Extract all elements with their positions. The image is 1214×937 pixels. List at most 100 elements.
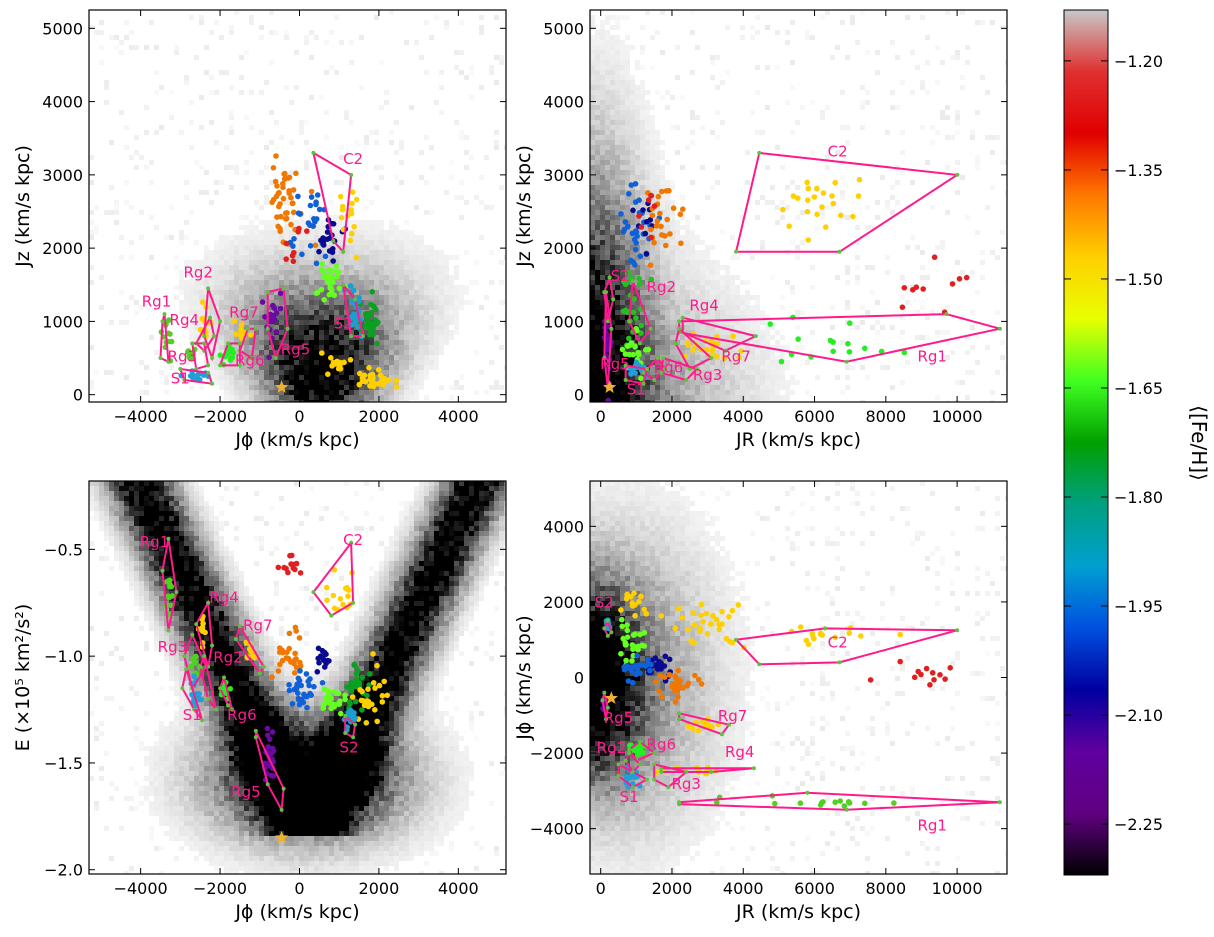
hist-cell bbox=[660, 240, 665, 245]
hist-cell bbox=[735, 290, 740, 295]
hist-cell bbox=[249, 295, 254, 300]
hist-cell bbox=[650, 350, 655, 355]
hist-cell bbox=[269, 30, 274, 35]
hist-cell bbox=[309, 340, 314, 345]
hist-cell bbox=[695, 375, 700, 380]
hist-cell bbox=[680, 395, 685, 400]
hist-cell bbox=[294, 355, 299, 360]
hist-cell bbox=[454, 320, 459, 325]
y-tick-label: 5000 bbox=[42, 19, 83, 38]
hist-cell bbox=[299, 350, 304, 355]
data-point bbox=[337, 193, 344, 200]
hist-cell bbox=[735, 345, 740, 350]
data-point bbox=[622, 219, 629, 225]
hist-cell bbox=[745, 315, 750, 320]
hist-cell bbox=[264, 285, 269, 290]
hist-cell bbox=[760, 400, 765, 402]
hist-cell bbox=[985, 345, 990, 350]
hist-cell bbox=[680, 245, 685, 250]
hist-cell bbox=[820, 115, 825, 120]
hist-cell bbox=[665, 295, 670, 300]
hist-cell bbox=[640, 85, 645, 90]
hist-cell bbox=[610, 100, 615, 105]
hist-cell bbox=[454, 325, 459, 330]
hist-cell bbox=[625, 275, 630, 280]
hist-cell bbox=[294, 275, 299, 280]
hist-cell bbox=[735, 375, 740, 380]
hist-cell bbox=[615, 265, 620, 270]
hist-cell bbox=[204, 170, 209, 175]
hist-cell bbox=[339, 245, 344, 250]
hist-cell bbox=[214, 360, 219, 365]
hist-cell bbox=[650, 140, 655, 145]
hist-cell bbox=[454, 120, 459, 125]
hist-cell bbox=[204, 45, 209, 50]
hist-cell bbox=[369, 230, 374, 235]
hist-cell bbox=[620, 340, 625, 345]
hist-cell bbox=[384, 395, 389, 400]
data-point bbox=[640, 207, 646, 213]
hist-cell bbox=[279, 255, 284, 260]
hist-cell bbox=[590, 155, 595, 160]
hist-cell bbox=[715, 370, 720, 375]
hist-cell bbox=[454, 330, 459, 335]
hist-cell bbox=[144, 365, 149, 370]
hist-cell bbox=[259, 365, 264, 370]
hist-cell bbox=[630, 250, 635, 255]
hist-cell bbox=[244, 310, 249, 315]
hist-cell bbox=[434, 280, 439, 285]
hist-cell bbox=[705, 390, 710, 395]
hist-cell bbox=[309, 375, 314, 380]
hist-cell bbox=[715, 165, 720, 170]
hist-cell bbox=[264, 385, 269, 390]
data-point bbox=[795, 195, 801, 201]
hist-cell bbox=[680, 305, 685, 310]
hist-cell bbox=[605, 135, 610, 140]
hist-cell bbox=[139, 360, 144, 365]
hist-cell bbox=[309, 370, 314, 375]
hist-cell bbox=[595, 350, 600, 355]
hist-cell bbox=[324, 390, 329, 395]
data-point bbox=[378, 379, 384, 385]
hist-cell bbox=[675, 150, 680, 155]
hist-cell bbox=[600, 275, 605, 280]
hist-cell bbox=[244, 365, 249, 370]
hist-cell bbox=[955, 260, 960, 265]
hist-cell bbox=[615, 60, 620, 65]
hist-cell bbox=[730, 315, 735, 320]
hist-cell bbox=[279, 355, 284, 360]
data-point bbox=[648, 192, 654, 199]
hist-cell bbox=[655, 330, 660, 335]
hist-cell bbox=[595, 120, 600, 125]
hist-cell bbox=[264, 185, 269, 190]
hist-cell bbox=[780, 350, 785, 355]
hist-cell bbox=[700, 380, 705, 385]
hist-cell bbox=[354, 265, 359, 270]
hist-cell bbox=[434, 295, 439, 300]
hist-cell bbox=[379, 315, 384, 320]
hist-cell bbox=[449, 315, 454, 320]
hist-cell bbox=[620, 285, 625, 290]
hist-cell bbox=[334, 340, 339, 345]
hist-cell bbox=[745, 310, 750, 315]
hist-cell bbox=[655, 295, 660, 300]
hist-cell bbox=[379, 175, 384, 180]
hist-cell bbox=[750, 35, 755, 40]
hist-cell bbox=[650, 65, 655, 70]
hist-cell bbox=[640, 270, 645, 275]
hist-cell bbox=[229, 325, 234, 330]
hist-cell bbox=[239, 290, 244, 295]
hist-cell bbox=[755, 325, 760, 330]
hist-cell bbox=[189, 320, 194, 325]
hist-cell bbox=[925, 335, 930, 340]
hist-cell bbox=[685, 265, 690, 270]
hist-cell bbox=[269, 330, 274, 335]
hist-cell bbox=[464, 250, 469, 255]
hist-cell bbox=[635, 285, 640, 290]
hist-cell bbox=[424, 340, 429, 345]
hist-cell bbox=[655, 335, 660, 340]
hist-cell bbox=[269, 290, 274, 295]
hist-cell bbox=[194, 315, 199, 320]
hist-cell bbox=[334, 260, 339, 265]
hist-cell bbox=[655, 285, 660, 290]
